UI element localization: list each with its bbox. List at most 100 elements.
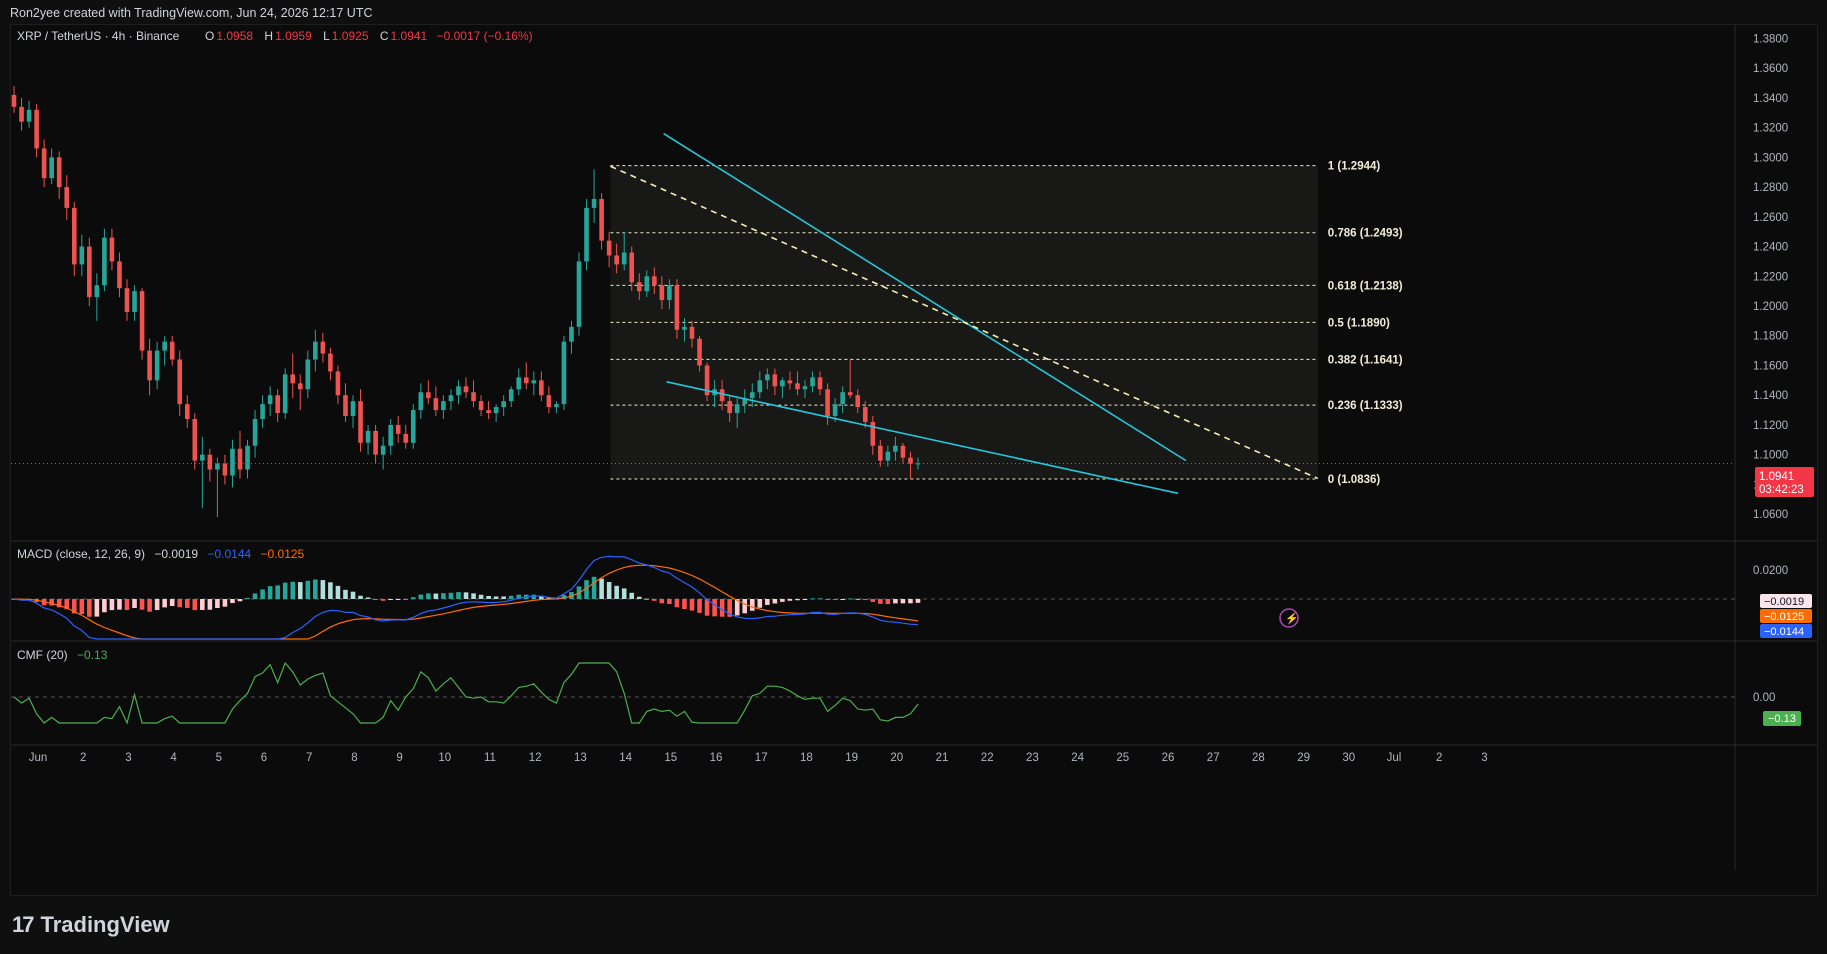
macd-histogram-bar — [200, 599, 205, 610]
macd-histogram-bar — [463, 592, 469, 599]
drawings-layer[interactable] — [610, 132, 1319, 495]
candle-body — [388, 424, 393, 446]
price-tick-label: 1.2400 — [1753, 242, 1788, 254]
candle-body — [704, 365, 710, 396]
lightning-marker-icon[interactable]: ⚡ — [1279, 608, 1299, 628]
candle-body — [102, 237, 107, 286]
candle-body — [697, 338, 702, 366]
time-tick-label: 27 — [1207, 752, 1220, 764]
candle-body — [667, 285, 672, 301]
time-tick-label: 2 — [1436, 752, 1442, 764]
candle-body — [358, 401, 363, 443]
candle-body — [471, 392, 476, 402]
candle-body — [855, 395, 861, 408]
candle-body — [795, 383, 800, 390]
symbol-title[interactable]: XRP / TetherUS · 4h · Binance — [17, 29, 180, 43]
candle-body — [840, 392, 845, 405]
candle-body — [410, 410, 416, 443]
macd-histogram-bar — [561, 594, 567, 599]
macd-histogram-bar — [825, 599, 830, 600]
time-tick-label: 26 — [1162, 752, 1175, 764]
open-value: 1.0958 — [216, 29, 253, 43]
candle-body — [576, 261, 582, 327]
fib-level-label: 1 (1.2944) — [1328, 161, 1381, 173]
fib-retracement-zone[interactable]: 1 (1.2944) 0.786 (1.2493) 0.618 (1.2138) 0.… — [610, 161, 1403, 486]
macd-histogram-bar — [508, 595, 514, 599]
candle-body — [139, 291, 145, 351]
time-tick-label: 5 — [216, 752, 222, 764]
macd-histogram-bar — [380, 599, 386, 601]
time-tick-label: 9 — [396, 752, 402, 764]
candle-body — [870, 421, 876, 446]
macd-histogram-bar — [207, 599, 213, 610]
candle-body — [516, 377, 522, 390]
macd-hist-badge: −0.0019 — [1764, 596, 1804, 608]
candle-body — [147, 350, 152, 381]
candle-body — [689, 326, 695, 339]
candle-body — [734, 404, 740, 414]
time-tick-label: 16 — [710, 752, 723, 764]
candle-body — [629, 252, 635, 283]
close-value: 1.0941 — [391, 29, 428, 43]
macd-histogram-bar — [893, 599, 898, 604]
cmf-badge-label: −0.13 — [1768, 713, 1796, 725]
time-tick-label: 14 — [619, 752, 632, 764]
macd-histogram-bar — [704, 599, 710, 616]
cmf-title: CMF (20) — [17, 648, 68, 662]
candle-body — [237, 448, 243, 470]
macd-line-badge: −0.0144 — [1764, 626, 1804, 638]
cmf-tick-label: 0.00 — [1753, 692, 1775, 704]
macd-histogram-bar — [215, 599, 220, 609]
macd-histogram-bar — [109, 599, 115, 611]
candle-body — [275, 395, 280, 414]
candle-body — [297, 383, 303, 390]
macd-histogram-bar — [539, 595, 544, 599]
cmf-badge: −0.13 — [1763, 711, 1801, 726]
macd-histogram-bar — [584, 580, 589, 599]
time-tick-label: 28 — [1252, 752, 1265, 764]
candle-body — [780, 380, 785, 387]
macd-histogram-bar — [441, 593, 446, 599]
macd-pane: 0.0200 — [11, 555, 1788, 640]
candle-body — [343, 395, 348, 417]
time-tick-label: 25 — [1116, 752, 1129, 764]
cmf-pane: 0.00 — [11, 661, 1775, 725]
time-tick-label: 29 — [1297, 752, 1310, 764]
candle-body — [802, 386, 808, 390]
macd-histogram-bar — [486, 595, 491, 599]
candle-body — [915, 463, 921, 465]
macd-histogram-bar — [636, 596, 642, 599]
candle-body — [320, 341, 326, 354]
tradingview-logo-icon: 17 — [12, 912, 35, 937]
tradingview-logo[interactable]: 17 TradingView — [12, 912, 170, 938]
candle-body — [335, 371, 341, 396]
macd-histogram-bar — [335, 585, 341, 599]
macd-signal-badge: −0.0125 — [1764, 611, 1804, 623]
macd-histogram-bar — [621, 588, 627, 599]
macd-histogram-bar — [712, 599, 717, 617]
macd-histogram-bar — [546, 597, 552, 599]
wedge-lower-line — [666, 381, 1179, 495]
macd-histogram-bar — [433, 593, 439, 599]
credit-line: Ron2yee created with TradingView.com, Ju… — [10, 6, 373, 20]
macd-legend[interactable]: MACD (close, 12, 26, 9) −0.0019 −0.0144 … — [17, 547, 305, 561]
candle-body — [19, 106, 24, 122]
macd-histogram-bar — [237, 599, 243, 602]
candle-body — [313, 341, 318, 360]
candle-body — [546, 395, 552, 408]
macd-histogram-bar — [516, 594, 522, 599]
candle-body — [825, 389, 830, 417]
macd-histogram-bar — [230, 599, 235, 604]
candle-body — [56, 157, 62, 188]
macd-histogram-bar — [71, 599, 77, 614]
macd-histogram-bar — [222, 599, 228, 607]
chart-area[interactable]: 1 (1.2944) 0.786 (1.2493) 0.618 (1.2138) 0.… — [10, 24, 1818, 896]
chart-svg[interactable]: 1 (1.2944) 0.786 (1.2493) 0.618 (1.2138) 0.… — [11, 25, 1817, 895]
candle-body — [350, 401, 356, 417]
candle-body — [252, 418, 258, 446]
macd-histogram-bar — [350, 591, 356, 599]
cmf-legend[interactable]: CMF (20) −0.13 — [17, 648, 108, 662]
dashed-trendline — [610, 165, 1319, 480]
price-tick-label: 1.3200 — [1753, 123, 1788, 135]
time-tick-label: 13 — [574, 752, 587, 764]
